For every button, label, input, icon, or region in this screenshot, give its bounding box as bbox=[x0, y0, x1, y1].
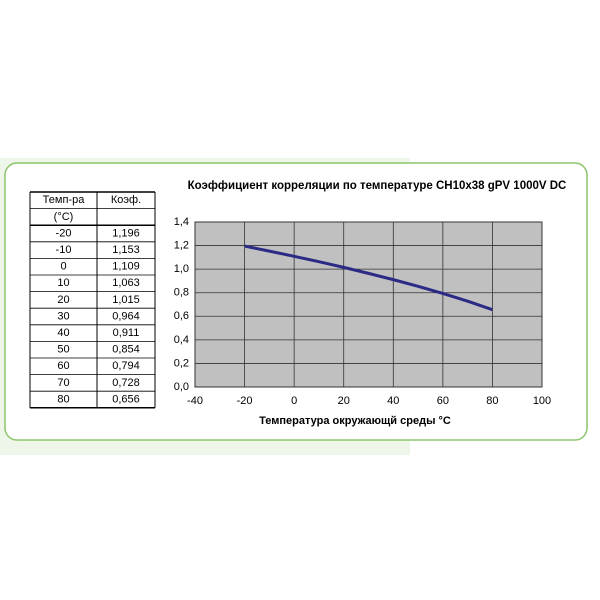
table-cell: -20 bbox=[56, 227, 72, 239]
table-cell: 1,015 bbox=[112, 294, 140, 306]
x-tick-label: -20 bbox=[237, 395, 253, 407]
table-header: Темп-ра bbox=[43, 194, 86, 206]
y-tick-label: 0,8 bbox=[174, 287, 189, 299]
x-tick-label: 100 bbox=[533, 395, 551, 407]
table-cell: 1,109 bbox=[112, 261, 140, 273]
x-tick-label: 40 bbox=[387, 395, 399, 407]
y-tick-label: 0,0 bbox=[174, 381, 189, 393]
x-tick-label: 20 bbox=[338, 395, 350, 407]
y-tick-label: 1,2 bbox=[174, 239, 189, 251]
table-cell: 0,656 bbox=[112, 393, 140, 405]
y-tick-label: 0,4 bbox=[174, 334, 189, 346]
table-cell: 70 bbox=[57, 377, 69, 389]
y-tick-label: 1,4 bbox=[174, 216, 189, 228]
table-cell: 60 bbox=[57, 360, 69, 372]
table-cell: 1,196 bbox=[112, 227, 140, 239]
table-cell: 80 bbox=[57, 393, 69, 405]
table-cell: 1,063 bbox=[112, 277, 140, 289]
y-tick-label: 0,2 bbox=[174, 357, 189, 369]
y-tick-label: 1,0 bbox=[174, 263, 189, 275]
data-line bbox=[244, 244, 493, 312]
table-cell: -10 bbox=[56, 244, 72, 256]
x-tick-label: -40 bbox=[187, 395, 203, 407]
plot-border bbox=[194, 221, 543, 388]
table-header: Коэф. bbox=[111, 194, 141, 206]
table-cell: 0,964 bbox=[112, 310, 140, 322]
y-tick-label: 0,6 bbox=[174, 310, 189, 322]
table-cell: 0,854 bbox=[112, 344, 140, 356]
table-cell: 30 bbox=[57, 310, 69, 322]
x-axis-label: Температура окружающй среды °C bbox=[259, 415, 451, 427]
table-cell: 20 bbox=[57, 294, 69, 306]
table-cell: 10 bbox=[57, 277, 69, 289]
x-tick-label: 0 bbox=[291, 395, 297, 407]
table-cell: 0 bbox=[60, 261, 66, 273]
table-cell: 40 bbox=[57, 327, 69, 339]
table-cell: 0,728 bbox=[112, 377, 140, 389]
table-cell: 0,794 bbox=[112, 360, 140, 372]
table-cell: 50 bbox=[57, 344, 69, 356]
plot-area bbox=[195, 222, 542, 387]
table-unit: (°C) bbox=[54, 211, 74, 223]
table-cell: 0,911 bbox=[113, 327, 140, 339]
table-cell: 1,153 bbox=[112, 244, 140, 256]
chart-title: Коэффициент корреляции по температуре CH… bbox=[188, 180, 567, 192]
x-tick-label: 80 bbox=[486, 395, 498, 407]
x-tick-label: 60 bbox=[437, 395, 449, 407]
